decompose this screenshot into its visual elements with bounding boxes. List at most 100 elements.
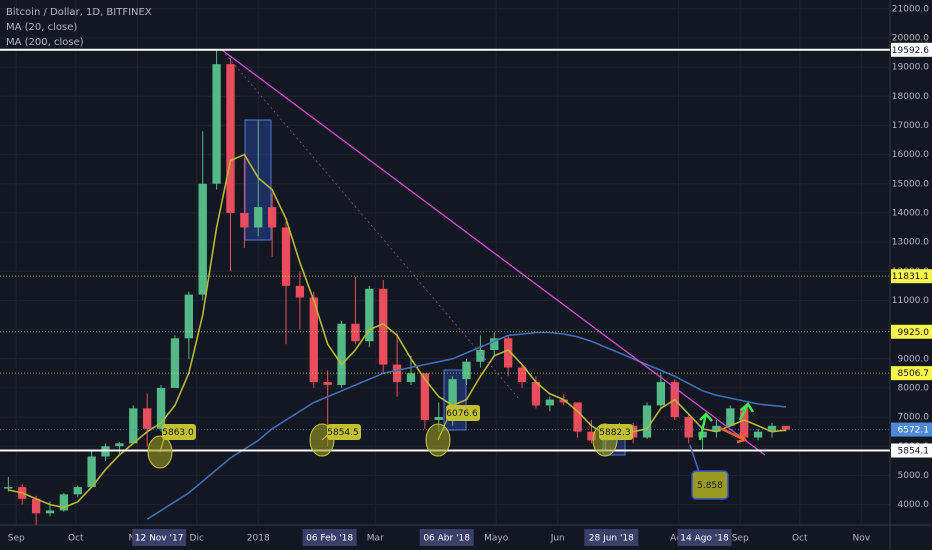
x-tick-label: 2018 xyxy=(247,534,270,544)
candle-body xyxy=(115,443,124,447)
candle-body xyxy=(351,323,360,342)
date-marker-tag xyxy=(584,529,639,546)
annotation-box xyxy=(446,405,480,421)
candle-body xyxy=(476,350,485,362)
legend-entry: MA (200, close) xyxy=(6,37,84,48)
y-tick-label: 11000.0 xyxy=(892,296,929,306)
candle-body xyxy=(698,431,707,438)
candle-body xyxy=(309,297,318,383)
y-tick-label: 18000.0 xyxy=(892,92,929,102)
arrow xyxy=(738,402,755,421)
candle-body xyxy=(87,456,96,488)
candle-body xyxy=(656,382,666,406)
candle-body xyxy=(406,373,416,383)
candle-body xyxy=(392,364,402,383)
date-marker-label: 28 Jun '18 xyxy=(589,534,634,544)
y-tick-label: 19000.0 xyxy=(892,63,929,73)
x-tick-label: Nov xyxy=(852,534,870,544)
candle-body xyxy=(31,498,41,514)
candle-body xyxy=(740,408,749,438)
level-tag xyxy=(891,366,932,381)
candle-body xyxy=(448,379,457,418)
x-tick-label: Mar xyxy=(367,534,384,544)
candle-body xyxy=(434,417,443,420)
candle-body xyxy=(4,487,13,489)
x-tick-label: Mayo xyxy=(484,534,509,544)
level-label: 8506.7 xyxy=(898,369,930,379)
candle-body xyxy=(726,408,735,426)
candle-body xyxy=(420,373,430,420)
level-label: 5854.1 xyxy=(898,447,930,457)
y-tick-label: 7000.0 xyxy=(898,413,930,423)
y-tick-label: 17000.0 xyxy=(892,121,929,131)
annotation-label: 5882.3 xyxy=(599,428,631,438)
y-tick-label: 15000.0 xyxy=(892,179,929,189)
candle-body xyxy=(45,510,55,514)
date-marker-tag xyxy=(419,529,474,546)
y-tick-label: 21000.0 xyxy=(892,4,929,14)
y-tick-label: 13000.0 xyxy=(892,238,929,248)
level-tag xyxy=(891,269,932,284)
date-marker-label: 06 Feb '18 xyxy=(306,534,353,544)
candle-body xyxy=(365,288,374,342)
ma-line xyxy=(146,331,786,520)
annotation-label: 5854.5 xyxy=(327,428,359,438)
level-label: 9925.0 xyxy=(898,328,930,338)
candle-body xyxy=(684,417,693,438)
candle-body xyxy=(462,361,471,380)
y-tick-label: 14000.0 xyxy=(892,208,929,218)
candle-body xyxy=(198,183,207,295)
legend-entry: MA (20, close) xyxy=(6,22,77,33)
candle-body xyxy=(517,367,527,383)
y-tick-label: 9000.0 xyxy=(898,354,930,364)
annotation-label: 5.858 xyxy=(697,481,723,491)
candle-body xyxy=(337,323,346,385)
candle-body xyxy=(73,487,82,495)
candle-body xyxy=(712,425,721,432)
candle-body xyxy=(531,382,541,406)
candle-body xyxy=(129,408,138,444)
level-label: 19592.6 xyxy=(892,46,929,56)
candle-body xyxy=(379,288,388,365)
candle-body xyxy=(267,207,277,228)
candle-body xyxy=(226,64,235,213)
level-tag xyxy=(891,443,932,458)
annotation-box xyxy=(162,424,196,440)
annotation-box xyxy=(599,424,633,440)
candle-body xyxy=(212,64,221,184)
level-label: 11831.1 xyxy=(892,272,929,282)
x-tick-label: Dic xyxy=(190,534,204,544)
x-tick-label: Oct xyxy=(68,534,84,544)
candle-body xyxy=(254,207,263,228)
chart-title: Bitcoin / Dollar, 1D, BITFINEX xyxy=(6,7,152,18)
y-tick-label: 16000.0 xyxy=(892,150,929,160)
level-tag xyxy=(891,42,932,57)
y-tick-label: 20000.0 xyxy=(892,33,929,43)
candle-body xyxy=(767,425,777,432)
level-tag xyxy=(891,324,932,339)
y-tick-label: 4000.0 xyxy=(898,500,930,510)
x-tick-label: Sep xyxy=(8,534,25,544)
y-tick-label: 5000.0 xyxy=(898,471,930,481)
date-marker-tag xyxy=(132,529,187,546)
candle-body xyxy=(642,405,652,438)
x-tick-label: Oct xyxy=(792,534,808,544)
candle-body xyxy=(143,408,152,429)
candle-body xyxy=(559,399,568,403)
date-marker-tag xyxy=(677,529,732,546)
candle-body xyxy=(170,338,180,388)
candle-body xyxy=(323,382,332,385)
ma-line xyxy=(8,153,786,509)
candle-body xyxy=(295,285,305,298)
arrow xyxy=(698,412,713,441)
level-tag xyxy=(891,422,932,437)
trend-line xyxy=(221,49,766,456)
date-marker-label: 14 Ago '18 xyxy=(680,534,729,544)
candle-body xyxy=(753,431,763,438)
arrow xyxy=(719,426,748,444)
x-tick-label: Sep xyxy=(732,534,749,544)
candle-body xyxy=(240,212,249,228)
